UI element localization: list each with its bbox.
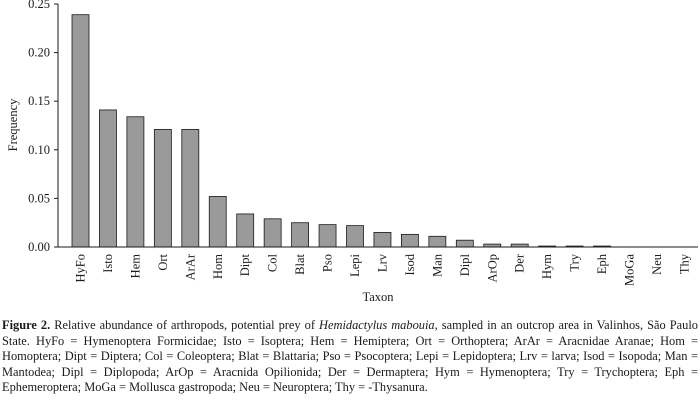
x-tick-label: Isto	[101, 254, 115, 273]
bar-Man	[428, 235, 447, 248]
x-tick-label: Dipt	[238, 253, 252, 276]
x-tick-label: Eph	[595, 253, 609, 274]
x-tick-labels: HyFo Isto Hem Ort ArAr Hom Dipt Col Blat Pso Lepi L…	[74, 253, 692, 286]
y-tick-label: 0.20	[28, 46, 50, 60]
x-tick-label: Dipl	[458, 253, 472, 276]
axes-group	[54, 3, 698, 248]
bar-Dipt	[236, 213, 255, 248]
x-tick-label: Lrv	[375, 253, 389, 272]
bar-Hem	[126, 116, 145, 248]
bar-Lepi	[346, 225, 364, 248]
bar-ArAr	[181, 128, 200, 248]
x-tick-label: Man	[430, 253, 444, 277]
x-tick-label: Hym	[540, 254, 554, 279]
x-tick-label: Lepi	[348, 253, 362, 276]
x-tick-label: Try	[568, 253, 582, 271]
x-tick-label: Hem	[128, 254, 142, 279]
bar-HyFo	[71, 14, 90, 248]
y-tick-label: 0.05	[28, 191, 50, 205]
bar-chart: HyFo Isto Hem Ort ArAr Hom Dipt Col Blat Pso Lepi L…	[6, 0, 698, 304]
bar-Ort	[153, 128, 172, 248]
x-tick-label: Der	[513, 253, 527, 273]
caption-text-after: , sampled in an outcrop area in Valinhos…	[2, 318, 698, 395]
x-tick-label: Hom	[211, 254, 225, 279]
caption-text-before: Relative abundance of arthropods, potent…	[50, 318, 320, 332]
bar-Pso	[318, 224, 337, 248]
y-tick-label: 0.25	[28, 0, 50, 11]
x-tick-label: MoGa	[623, 254, 637, 286]
bar-Lrv	[373, 232, 392, 248]
x-tick-label: Isod	[403, 253, 417, 275]
bar-Hom	[208, 196, 227, 248]
y-tick-label: 0.10	[28, 143, 50, 157]
bar-Dipl	[455, 239, 474, 248]
x-tick-label: Col	[266, 253, 280, 272]
caption-label: Figure 2.	[2, 318, 51, 332]
y-tick-label: 0.00	[28, 240, 50, 254]
x-tick-label: ArAr	[183, 253, 197, 280]
x-tick-label: ArOp	[485, 254, 499, 282]
x-tick-label: Blat	[293, 253, 307, 274]
bars-group	[71, 14, 611, 248]
y-tick-labels: 0.00 0.05 0.10 0.15 0.20 0.25	[28, 0, 50, 254]
x-axis-label: Taxon	[362, 290, 394, 304]
x-tick-label: HyFo	[74, 254, 88, 282]
bar-Isto	[99, 109, 117, 248]
x-tick-label: Ort	[156, 253, 170, 270]
x-tick-label: Thy	[677, 253, 691, 274]
y-axis-label: Frequency	[6, 98, 20, 152]
bar-Isod	[400, 233, 419, 248]
y-tick-label: 0.15	[28, 94, 50, 108]
x-tick-label: Pso	[321, 254, 335, 272]
caption-species: Hemidactylus mabouia	[319, 318, 435, 332]
bar-Blat	[291, 222, 310, 248]
bar-Col	[263, 218, 282, 248]
x-tick-label: Neu	[650, 253, 664, 275]
figure-caption: Figure 2. Relative abundance of arthropo…	[2, 318, 698, 396]
